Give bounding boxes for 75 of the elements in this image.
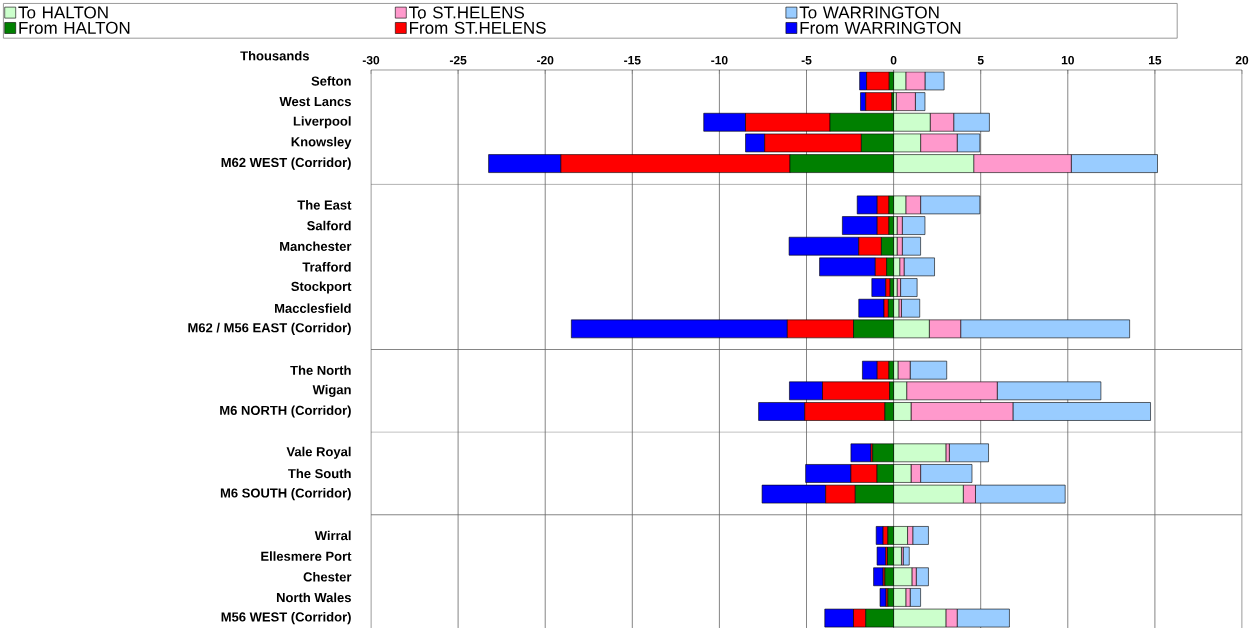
y-tick-label: Salford <box>307 220 351 231</box>
legend-label: From WARRINGTON <box>800 21 961 34</box>
bar <box>949 443 989 463</box>
bar <box>788 236 860 256</box>
x-tick-label: 15 <box>1148 56 1162 65</box>
y-tick-label: Wigan <box>312 384 351 397</box>
x-axis-title: Thousands <box>240 50 309 61</box>
x-tick-label: -15 <box>624 56 641 65</box>
x-tick-label: 5 <box>977 56 984 65</box>
bar <box>560 154 791 173</box>
y-tick-label: Stockport <box>291 281 352 294</box>
bar <box>822 381 890 401</box>
bar <box>906 381 998 401</box>
y-tick-label: Trafford <box>302 262 351 272</box>
bar <box>842 216 878 235</box>
bar <box>858 298 885 318</box>
y-tick-label: The North <box>290 365 351 375</box>
bar <box>910 402 1014 421</box>
y-tick-label: West Lancs <box>279 97 351 107</box>
bar <box>953 112 990 132</box>
y-tick-label: Macclesfield <box>275 303 351 313</box>
bar <box>829 112 894 132</box>
y-tick-label: The South <box>288 468 351 479</box>
y-tick-label: Knowsley <box>291 136 352 149</box>
y-tick-label: M6 NORTH (Corridor) <box>220 405 351 418</box>
bar <box>912 526 929 545</box>
bar <box>973 154 1072 173</box>
legend-label: From ST.HELENS <box>410 21 546 34</box>
legend-label: To WARRINGTON <box>799 6 939 19</box>
bar <box>996 381 1102 401</box>
x-tick-label: -30 <box>362 55 380 65</box>
bar <box>805 464 852 483</box>
y-tick-label: The East <box>297 200 352 210</box>
legend-label: To HALTON <box>18 6 108 19</box>
bar <box>789 154 894 173</box>
bar <box>488 154 562 173</box>
x-tick-label: 20 <box>1235 55 1249 65</box>
bar <box>1070 154 1158 173</box>
y-tick-label: North Wales <box>276 592 351 603</box>
bar <box>865 92 893 111</box>
y-tick-label: Manchester <box>280 241 352 251</box>
bar <box>758 402 806 421</box>
bar <box>853 319 894 339</box>
x-tick-label: -5 <box>801 56 812 65</box>
bar <box>1012 402 1151 421</box>
bar <box>789 381 823 401</box>
bar <box>893 443 947 463</box>
bar <box>571 319 788 339</box>
x-tick-label: -25 <box>449 55 467 65</box>
y-tick-label: Chester <box>303 571 352 582</box>
y-tick-label: Sefton <box>311 76 351 86</box>
bar <box>745 112 831 132</box>
bar <box>787 319 854 339</box>
y-tick-label: Liverpool <box>293 116 351 129</box>
x-tick-label: 0 <box>890 55 897 65</box>
x-tick-label: -10 <box>711 55 728 65</box>
legend-label: To ST.HELENS <box>408 6 525 19</box>
y-tick-label: M6 SOUTH (Corridor) <box>220 488 351 501</box>
bar <box>893 154 975 173</box>
bar <box>920 464 973 483</box>
x-tick-label: 10 <box>1061 55 1074 65</box>
bar <box>858 236 882 256</box>
y-tick-label: Ellesmere Port <box>261 551 352 561</box>
bar <box>909 360 948 380</box>
y-tick-label: Wirral <box>314 530 351 541</box>
y-tick-label: M56 WEST (Corridor) <box>221 612 351 625</box>
bar <box>703 112 746 132</box>
bar <box>893 112 931 132</box>
bar <box>872 443 894 463</box>
y-tick-label: Vale Royal <box>286 446 351 459</box>
x-tick-label: -20 <box>537 55 554 65</box>
bar <box>804 402 886 421</box>
y-tick-label: M62 WEST (Corridor) <box>221 157 351 170</box>
legend-label: From HALTON <box>19 21 130 34</box>
y-tick-label: M62 / M56 EAST (Corridor) <box>188 322 351 335</box>
